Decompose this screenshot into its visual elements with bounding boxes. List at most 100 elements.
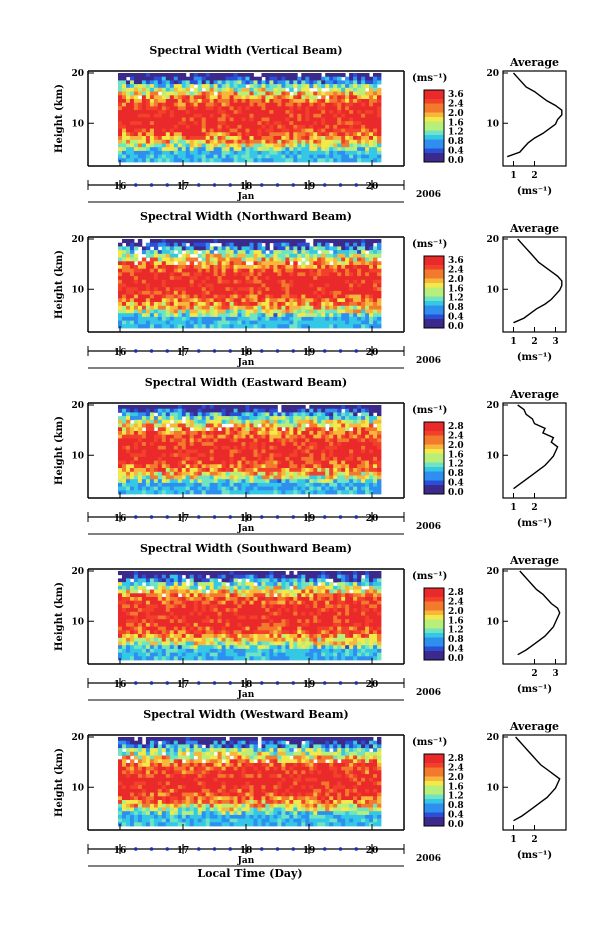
heatmap-cell xyxy=(253,265,258,270)
heatmap-cell xyxy=(333,143,338,148)
heatmap-cell xyxy=(149,294,155,299)
heatmap-cell xyxy=(337,257,342,262)
heatmap-cell xyxy=(261,253,266,258)
heatmap-cell xyxy=(229,298,234,303)
heatmap-cell xyxy=(149,136,155,141)
heatmap-cell xyxy=(149,490,155,495)
heatmap-cell xyxy=(205,324,211,329)
heatmap-cell xyxy=(130,147,135,152)
heatmap-cell xyxy=(205,95,211,100)
heatmap-cell xyxy=(177,290,183,295)
heatmap-cell xyxy=(241,132,246,137)
heatmap-cell xyxy=(377,106,382,111)
heatmap-cell xyxy=(189,456,195,461)
heatmap-cell xyxy=(257,460,262,465)
heatmap-cell xyxy=(293,320,298,325)
heatmap-cell xyxy=(253,136,258,141)
heatmap-cell xyxy=(325,571,330,576)
heatmap-cell xyxy=(189,482,195,487)
heatmap-cell xyxy=(213,486,218,491)
heatmap-cell xyxy=(217,316,222,321)
heatmap-cell xyxy=(369,309,374,314)
heatmap-cell xyxy=(337,84,342,89)
heatmap-cell xyxy=(321,449,326,454)
heatmap-cell xyxy=(325,468,330,473)
heatmap-cell xyxy=(201,471,207,476)
heatmap-cell xyxy=(261,468,266,473)
heatmap-cell xyxy=(337,265,342,270)
heatmap-cell xyxy=(169,416,175,421)
heatmap-cell xyxy=(341,309,346,314)
heatmap-cell xyxy=(317,136,322,141)
heatmap-cell xyxy=(209,268,215,273)
heatmap-cell xyxy=(301,139,306,144)
heatmap-cell xyxy=(165,442,171,447)
heatmap-cell xyxy=(301,265,306,270)
heatmap-cell xyxy=(130,453,135,458)
heatmap-cell xyxy=(321,305,326,310)
heatmap-cell xyxy=(233,416,238,421)
heatmap-cell xyxy=(153,132,159,137)
heatmap-cell xyxy=(269,434,274,439)
heatmap-cell xyxy=(257,475,262,480)
heatmap-cell xyxy=(189,460,195,465)
heatmap-cell xyxy=(285,279,290,284)
heatmap-cell xyxy=(329,102,334,107)
heatmap-cell xyxy=(173,76,179,81)
heatmap-cell xyxy=(130,113,135,118)
heatmap-cell xyxy=(345,412,350,417)
heatmap-cell xyxy=(253,316,258,321)
heatmap-cell xyxy=(161,475,167,480)
heatmap-cell xyxy=(281,482,286,487)
heatmap-cell xyxy=(181,287,187,292)
heatmap-cell xyxy=(293,242,298,247)
heatmap-cell xyxy=(169,147,175,152)
heatmap-cell xyxy=(193,257,199,262)
heatmap-cell xyxy=(285,95,290,100)
heatmap-cell xyxy=(353,324,358,329)
colorbar-step xyxy=(424,256,444,261)
heatmap-cell xyxy=(301,242,306,247)
heatmap-cell xyxy=(345,479,350,484)
heatmap-cell xyxy=(281,316,286,321)
colorbar-tick: 0.0 xyxy=(448,322,464,332)
heatmap-cell xyxy=(145,309,151,314)
heatmap-cell xyxy=(241,412,246,417)
heatmap-cell xyxy=(161,102,167,107)
heatmap-cell xyxy=(118,416,123,421)
heatmap-cell xyxy=(177,482,183,487)
heatmap-cell xyxy=(217,571,222,576)
heatmap-cell xyxy=(161,298,167,303)
heatmap-cell xyxy=(377,423,382,428)
heatmap-cell xyxy=(149,102,155,107)
heatmap-cell xyxy=(193,283,199,288)
heatmap-cell xyxy=(325,143,330,148)
heatmap-cell xyxy=(197,471,203,476)
heatmap-cell xyxy=(249,412,254,417)
heatmap-cell xyxy=(301,124,306,129)
heatmap-cell xyxy=(341,431,346,436)
heatmap-cell xyxy=(345,268,350,273)
heatmap-cell xyxy=(285,268,290,273)
heatmap-cell xyxy=(169,434,175,439)
heatmap-cell xyxy=(141,305,147,310)
heatmap-cell xyxy=(181,305,187,310)
heatmap-cell xyxy=(269,408,274,413)
heatmap-cell xyxy=(245,482,250,487)
heatmap-cell xyxy=(233,486,238,491)
heatmap-cell xyxy=(165,468,171,473)
heatmap-cell xyxy=(301,117,306,122)
heatmap-cell xyxy=(325,479,330,484)
heatmap-cell xyxy=(289,431,294,436)
heatmap-cell xyxy=(193,80,199,85)
heatmap-cell xyxy=(369,87,374,92)
heatmap-cell xyxy=(137,453,143,458)
heatmap-cell xyxy=(325,290,330,295)
xtick-label: 17 xyxy=(177,514,190,524)
heatmap-cell xyxy=(365,445,370,450)
heatmap-cell xyxy=(357,80,362,85)
heatmap-cell xyxy=(149,124,155,129)
heatmap-cell xyxy=(245,468,250,473)
heatmap-cell xyxy=(141,117,147,122)
heatmap-cell xyxy=(365,147,370,152)
